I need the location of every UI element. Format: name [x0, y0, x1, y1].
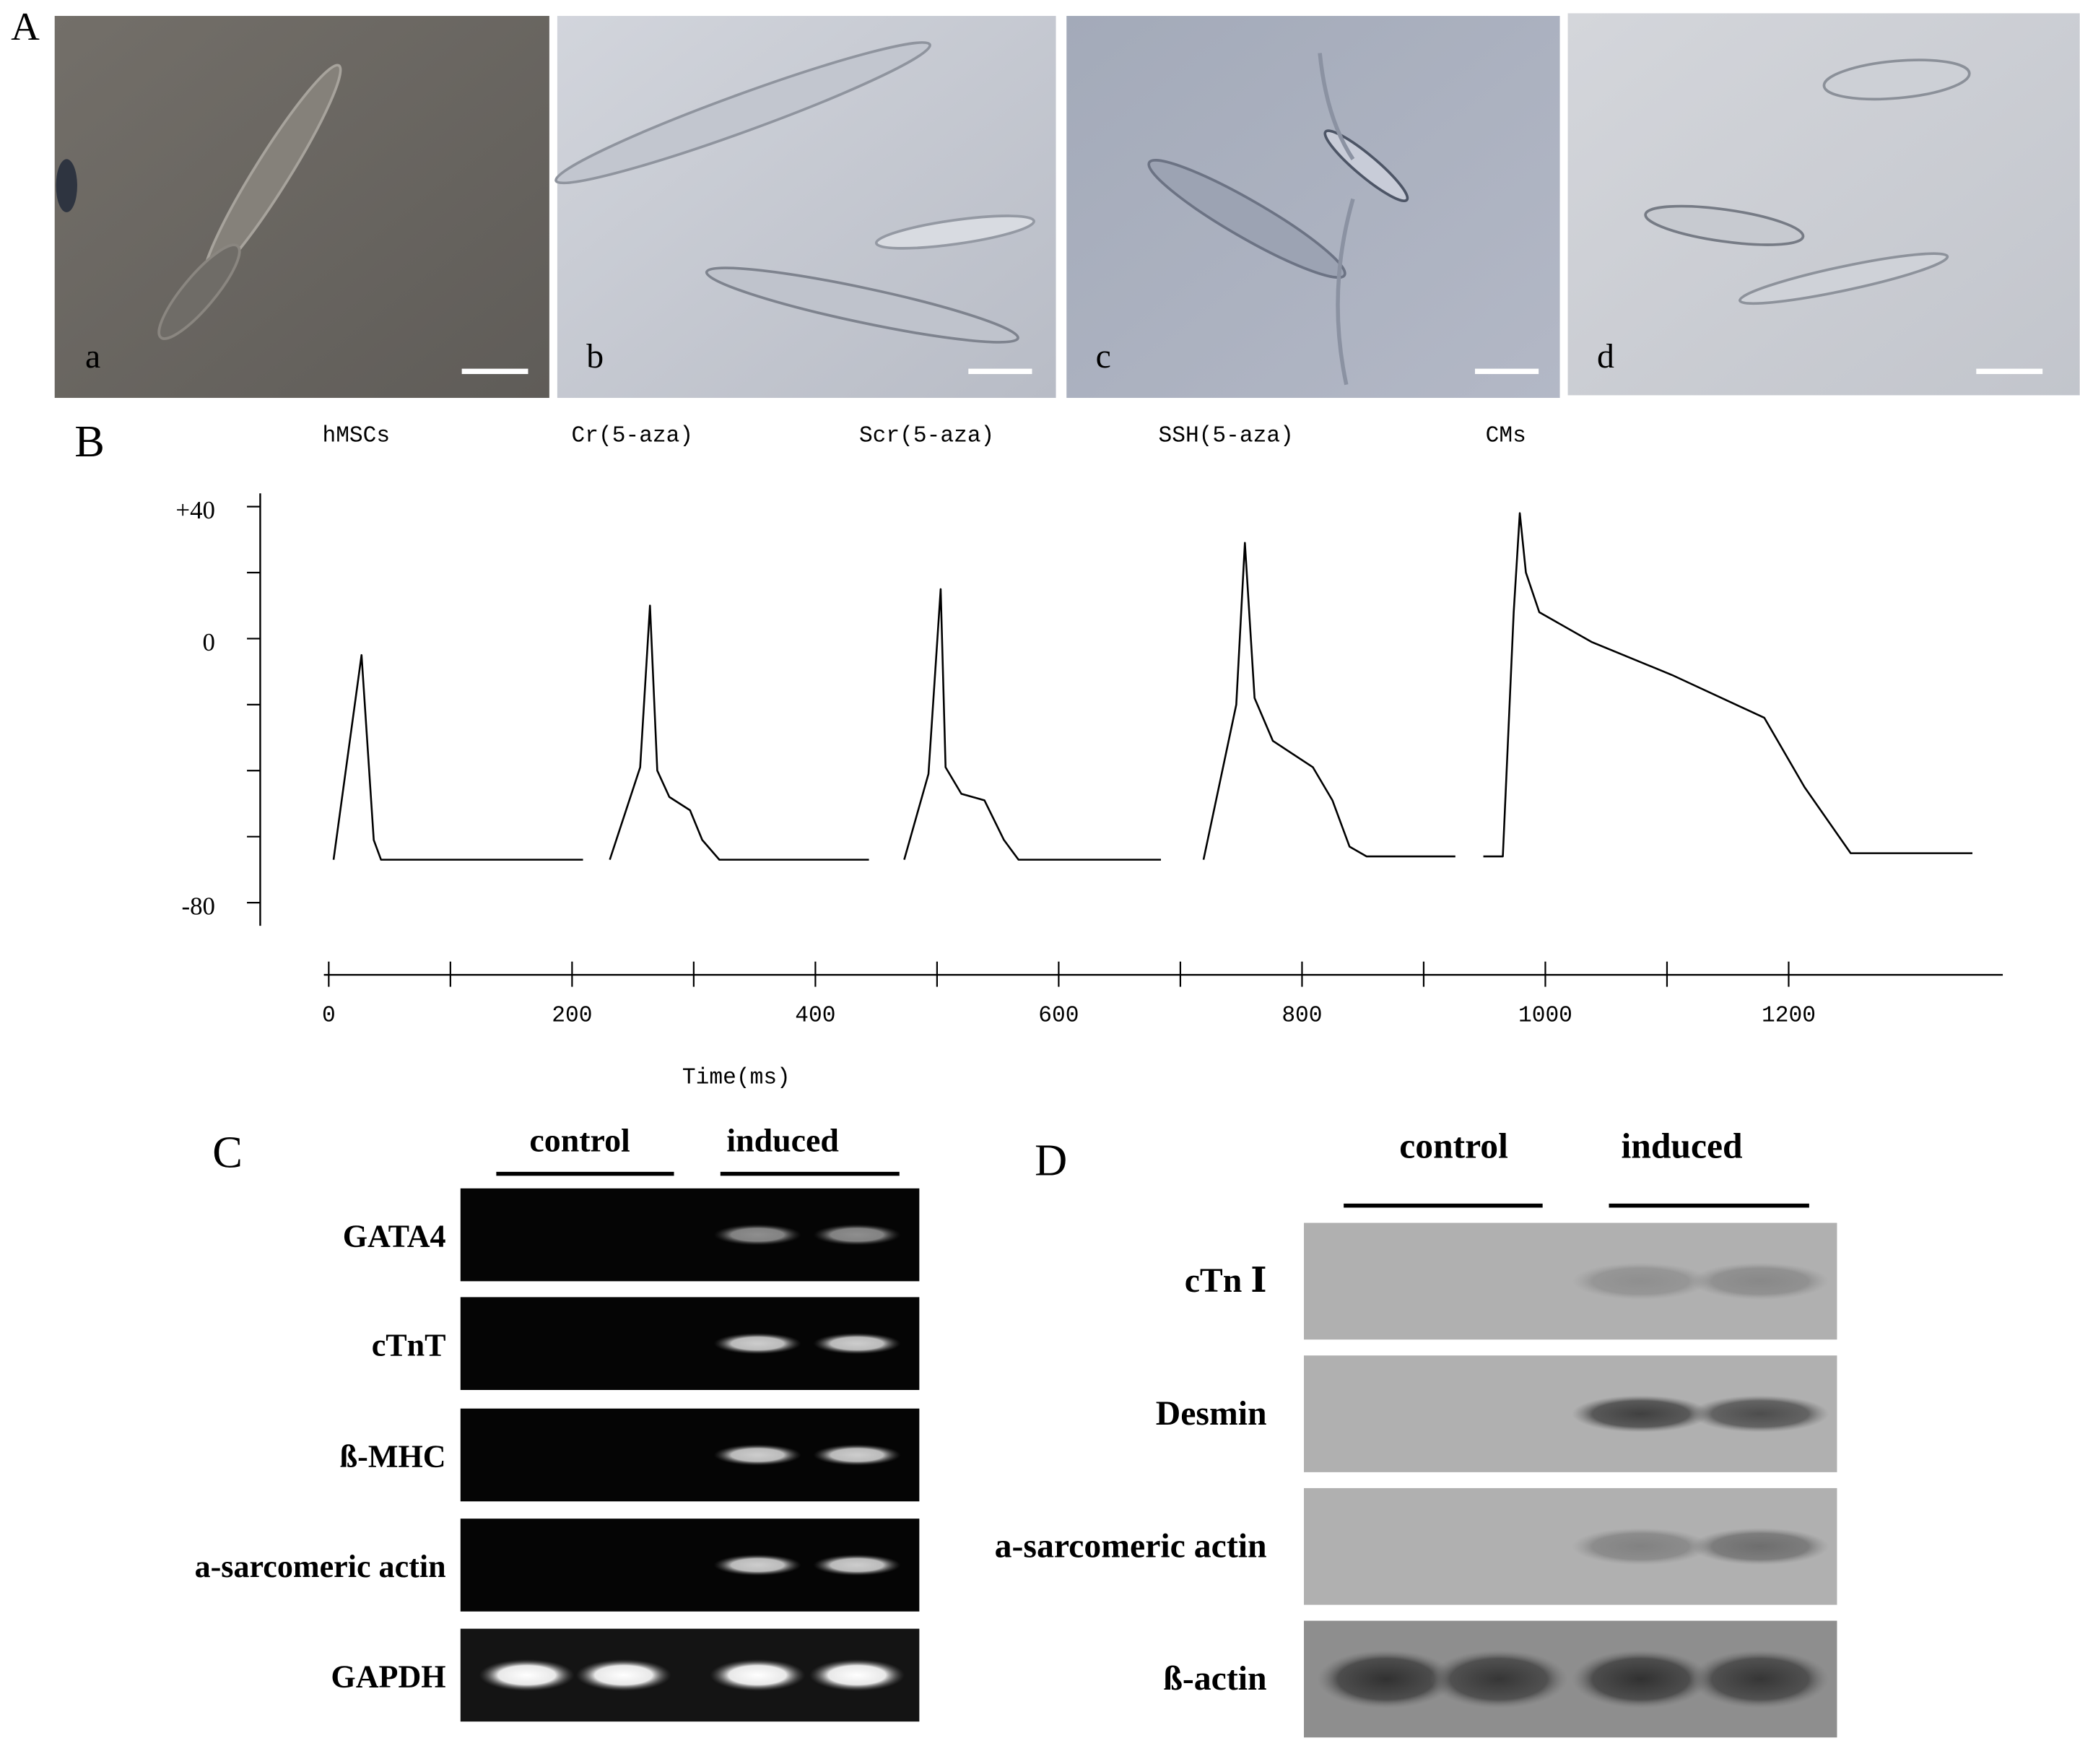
- trace: [1483, 512, 1972, 858]
- panel-letter: B: [74, 416, 105, 466]
- gel-band: [813, 1224, 901, 1246]
- group-label: control: [529, 1121, 630, 1158]
- cell: [1644, 204, 1805, 246]
- cell: [554, 41, 931, 185]
- group-label: induced: [1621, 1126, 1743, 1166]
- blot-band: [1691, 1262, 1829, 1300]
- series-label: CMs: [1486, 424, 1526, 449]
- trace: [332, 653, 583, 861]
- row-label: ß-MHC: [340, 1439, 446, 1474]
- image-label: b: [586, 337, 604, 375]
- row-label: GAPDH: [331, 1659, 445, 1694]
- cell: [1739, 252, 1949, 305]
- series-label: SSH(5-aza): [1158, 424, 1293, 449]
- series-label: hMSCs: [322, 424, 390, 449]
- micrograph: b: [554, 16, 1056, 399]
- image-bg: [1066, 16, 1560, 399]
- row-label: GATA4: [343, 1219, 446, 1254]
- x-tick-label: 0: [322, 1003, 336, 1028]
- y-tick-label: 0: [203, 628, 215, 656]
- cell: [705, 266, 1019, 344]
- gel-band: [713, 1224, 801, 1246]
- x-tick-label: 600: [1038, 1003, 1079, 1028]
- row-label: cTn Ⅰ: [1185, 1261, 1267, 1300]
- gel-band: [575, 1659, 671, 1691]
- x-tick-label: 400: [795, 1003, 835, 1028]
- row-label: cTnT: [372, 1327, 446, 1363]
- panel-letter: A: [11, 4, 40, 48]
- x-tick-label: 1200: [1762, 1003, 1816, 1028]
- image-bg: [54, 16, 549, 399]
- rt-pcr-gel: control induced GATA4 cTnT ß-MHC a-sarcomeric…: [195, 1121, 920, 1722]
- x-tick-label: 1000: [1518, 1003, 1572, 1028]
- panel-letter: C: [212, 1126, 243, 1177]
- group-label: control: [1399, 1126, 1508, 1166]
- image-bg: [1567, 13, 2080, 396]
- gel-band: [713, 1554, 801, 1576]
- cell-process: [1318, 53, 1355, 386]
- cell: [874, 214, 1035, 250]
- gel-band: [813, 1444, 901, 1466]
- row-label: Desmin: [1156, 1394, 1267, 1433]
- micrograph: c: [1066, 16, 1560, 399]
- debris: [56, 159, 77, 212]
- action-potential-chart: +40 0 -80 0 200 400 600 800 1000 1200 Time(ms) hMSC…: [175, 424, 2003, 1091]
- image-label: c: [1096, 337, 1111, 375]
- row-label: a-sarcomeric actin: [995, 1526, 1267, 1565]
- x-tick-label: 200: [552, 1003, 592, 1028]
- gel-band: [809, 1659, 905, 1691]
- cell: [157, 243, 241, 340]
- gel-band: [813, 1333, 901, 1355]
- blot-band: [1691, 1395, 1829, 1433]
- gel-band: [479, 1659, 575, 1691]
- x-axis-label: Time(ms): [682, 1066, 791, 1091]
- y-tick-label: -80: [181, 892, 215, 921]
- blot-band: [1572, 1395, 1710, 1433]
- series-label: Scr(5-aza): [859, 424, 994, 449]
- y-tick-label: +40: [175, 496, 215, 524]
- trace: [1202, 542, 1455, 860]
- cell: [1822, 58, 1971, 101]
- gel-band: [813, 1554, 901, 1576]
- blot-band: [1430, 1650, 1568, 1708]
- image-label: d: [1597, 337, 1614, 375]
- row-label: a-sarcomeric actin: [195, 1549, 446, 1584]
- blot-band: [1572, 1262, 1710, 1300]
- micrograph: a: [54, 16, 549, 399]
- x-tick-label: 800: [1281, 1003, 1322, 1028]
- gel-band: [713, 1333, 801, 1355]
- blot-band: [1572, 1528, 1710, 1565]
- panel-letter: D: [1035, 1134, 1067, 1185]
- blot-band: [1691, 1528, 1829, 1565]
- series-label: Cr(5-aza): [572, 424, 694, 449]
- trace: [609, 604, 869, 861]
- gel-band: [710, 1659, 806, 1691]
- western-blot: control induced cTn Ⅰ Desmin a-sarcomeric ac…: [995, 1126, 1837, 1738]
- micrograph: d: [1567, 13, 2080, 396]
- cell: [1147, 159, 1346, 279]
- blot-band: [1317, 1650, 1455, 1708]
- trace: [903, 588, 1162, 861]
- blot-band: [1572, 1650, 1710, 1708]
- gel-band: [713, 1444, 801, 1466]
- blot-band: [1691, 1650, 1829, 1708]
- row-label: ß-actin: [1163, 1659, 1266, 1698]
- group-label: induced: [726, 1121, 839, 1158]
- image-label: a: [85, 337, 100, 375]
